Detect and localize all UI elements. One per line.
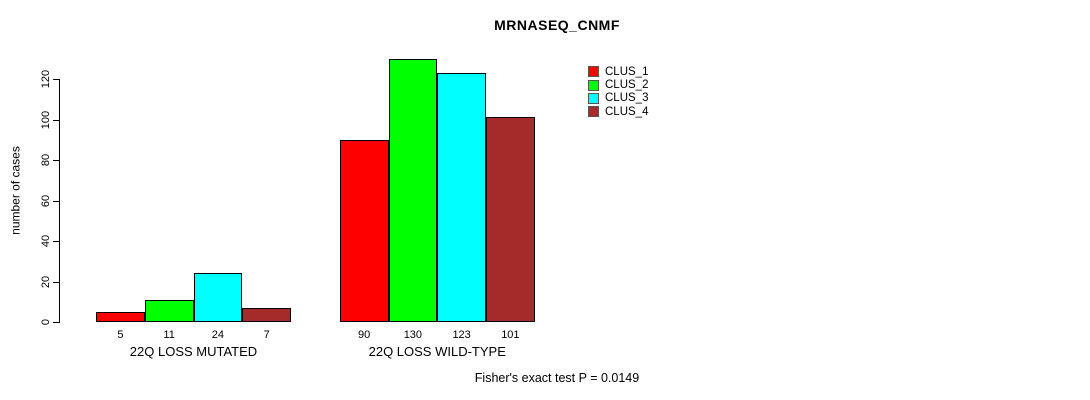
legend-item: CLUS_3 — [588, 92, 648, 105]
legend-label: CLUS_2 — [605, 79, 649, 92]
y-axis-tick — [53, 241, 59, 242]
y-axis-tick — [53, 322, 59, 323]
legend-label: CLUS_4 — [605, 105, 649, 118]
bar-value-label: 24 — [211, 329, 224, 341]
bar-clus_2 — [144, 299, 194, 322]
y-axis-tick — [53, 160, 59, 161]
y-axis-tick — [53, 281, 59, 283]
y-axis-tick-label: 120 — [40, 69, 52, 89]
y-axis-tick — [53, 200, 59, 202]
category-label: 22Q LOSS WILD-TYPE — [368, 344, 506, 359]
y-axis-tick-label: 100 — [40, 110, 52, 129]
bar-value-label: 123 — [452, 329, 471, 341]
chart-title: MRNASEQ_CNMF — [494, 17, 620, 33]
bar-value-label: 101 — [501, 329, 520, 341]
y-axis-tick-label: 0 — [40, 318, 52, 326]
bar-value-label: 130 — [403, 329, 423, 341]
bar-clus_1 — [96, 311, 145, 322]
legend: CLUS_1 CLUS_2 CLUS_3 CLUS_4 — [588, 65, 648, 119]
bar-value-label: 7 — [263, 329, 270, 341]
legend-swatch-icon — [588, 106, 599, 118]
bar-clus_2 — [388, 58, 438, 322]
bar-value-label: 5 — [117, 329, 124, 341]
legend-label: CLUS_3 — [605, 92, 649, 105]
y-axis-tick-label: 80 — [40, 153, 52, 167]
bar-clus_1 — [339, 139, 389, 322]
legend-swatch-icon — [588, 92, 599, 104]
y-axis-line — [59, 79, 60, 323]
bar-clus_4 — [486, 117, 535, 322]
y-axis-tick-label: 40 — [40, 234, 52, 248]
legend-item: CLUS_2 — [588, 78, 648, 91]
y-axis-title: number of cases — [8, 146, 23, 235]
legend-swatch-icon — [588, 66, 599, 78]
legend-item: CLUS_4 — [588, 105, 648, 118]
bar-value-label: 90 — [358, 329, 371, 341]
bar-value-label: 11 — [163, 329, 175, 341]
y-axis-tick — [53, 79, 59, 80]
category-label: 22Q LOSS MUTATED — [129, 344, 258, 359]
bar-clus_3 — [437, 72, 486, 322]
legend-swatch-icon — [588, 79, 599, 91]
y-axis-tick — [53, 119, 59, 121]
fisher-test-annotation: Fisher's exact test P = 0.0149 — [474, 371, 640, 385]
bar-clus_3 — [193, 273, 243, 322]
legend-item: CLUS_1 — [588, 65, 648, 78]
legend-label: CLUS_1 — [605, 65, 649, 78]
y-axis-tick-label: 60 — [40, 194, 52, 207]
bar-clus_4 — [242, 307, 291, 322]
y-axis-tick-label: 20 — [40, 275, 52, 288]
